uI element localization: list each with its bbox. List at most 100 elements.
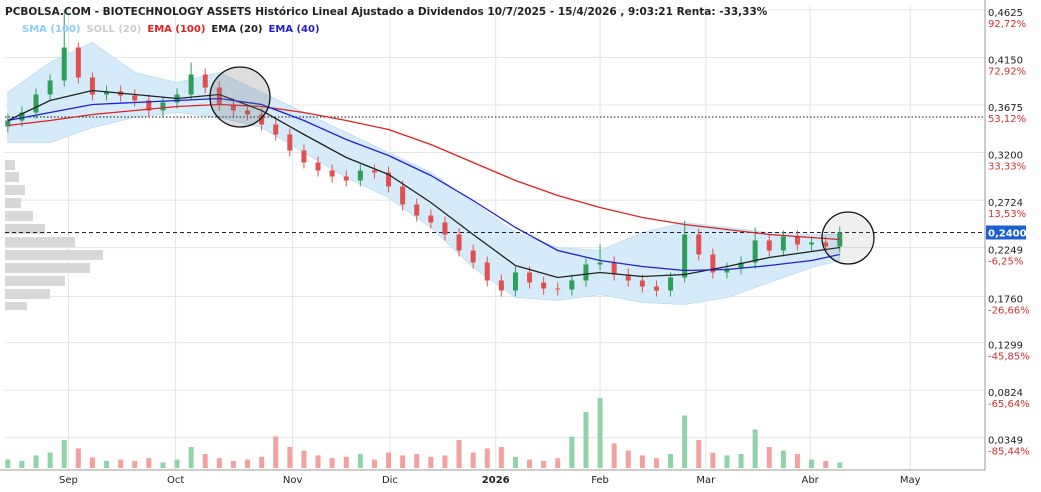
candle-body <box>682 234 688 278</box>
pct-label: -85,44% <box>988 447 1030 458</box>
candle-body <box>470 250 476 263</box>
pct-label: -45,85% <box>988 352 1030 363</box>
y-tick-label: 0,0349 <box>988 436 1023 447</box>
candle-body <box>357 170 363 181</box>
pct-label: 92,72% <box>988 19 1026 30</box>
volume-bar <box>386 452 392 468</box>
y-tick-label: 0,3675 <box>988 103 1023 114</box>
y-tick-label: 0,1299 <box>988 341 1023 352</box>
pct-label: 53,12% <box>988 114 1026 125</box>
volume-profile <box>5 160 103 310</box>
volume-bar <box>724 455 730 468</box>
volume-bar <box>668 454 674 468</box>
candle-body <box>315 162 321 171</box>
profile-bar <box>5 237 75 247</box>
profile-bar <box>5 289 50 299</box>
volume-bar <box>371 459 377 468</box>
x-tick-label: 2026 <box>482 475 510 486</box>
candle-body <box>230 104 236 111</box>
volume-bar <box>75 448 81 468</box>
volume-bar <box>33 455 39 468</box>
volume-bar <box>555 458 561 468</box>
candle-body <box>33 94 39 113</box>
volume-bar <box>569 436 575 468</box>
ema-line <box>7 89 840 279</box>
candle-body <box>512 272 518 291</box>
x-tick-label: Nov <box>283 475 303 486</box>
volume-bar <box>780 450 786 468</box>
volume-bar <box>428 456 434 468</box>
x-tick-label: Abr <box>801 475 819 486</box>
candle-body <box>428 215 434 223</box>
chart-title: PCBOLSA.COM - BIOTECHNOLOGY ASSETS Histó… <box>5 6 768 18</box>
candle-body <box>75 47 81 78</box>
pct-label: 72,92% <box>988 67 1026 78</box>
volume-bar <box>710 452 716 468</box>
candle-body <box>245 110 251 115</box>
legend-entry: SOLL (20) <box>86 24 141 35</box>
pct-label: -26,66% <box>988 306 1030 317</box>
volume-bar <box>89 457 95 468</box>
candle-body <box>780 236 786 251</box>
volume-bar <box>583 412 589 468</box>
candle-body <box>541 282 547 289</box>
volume-bar <box>259 456 265 468</box>
volume-bar <box>47 452 53 468</box>
highlight-circle <box>209 66 271 128</box>
profile-bar <box>5 172 19 182</box>
x-tick-label: May <box>900 475 921 486</box>
volume-bar <box>766 447 772 468</box>
current-price-label: 0,2400 <box>988 229 1027 240</box>
profile-bar <box>5 160 15 170</box>
pct-label: 33,33% <box>988 162 1026 173</box>
legend-entry: EMA (40) <box>268 24 319 35</box>
candle-body <box>583 264 589 281</box>
volume-bar <box>512 456 518 468</box>
highlight-circle <box>821 211 875 265</box>
volume-bar <box>498 447 504 468</box>
volume-bar <box>216 458 222 468</box>
candle-body <box>724 268 730 273</box>
y-tick-label: 0,3200 <box>988 151 1023 162</box>
volume-bar <box>752 429 758 468</box>
candle-body <box>104 91 110 95</box>
candle-body <box>5 120 11 127</box>
volume-bar <box>273 436 279 468</box>
candle-body <box>273 124 279 135</box>
profile-bar <box>5 276 65 286</box>
candle-body <box>202 74 208 88</box>
candle-body <box>809 242 815 245</box>
legend-entry: EMA (100) <box>147 24 205 35</box>
profile-bar <box>5 185 25 195</box>
candle-body <box>132 95 138 101</box>
volume-bar <box>794 454 800 468</box>
volume-bar <box>470 452 476 468</box>
candle-body <box>61 47 67 81</box>
x-tick-label: Dic <box>382 475 398 486</box>
candle-body <box>287 134 293 151</box>
candle-body <box>343 176 349 181</box>
x-tick-label: Sep <box>59 475 78 486</box>
volume-bar <box>5 459 11 468</box>
volume-bar <box>146 458 152 468</box>
volume-bar <box>442 455 448 468</box>
x-tick-label: Feb <box>591 475 609 486</box>
profile-bar <box>5 198 21 208</box>
profile-bar <box>5 263 90 273</box>
profile-bar <box>5 302 27 310</box>
candle-body <box>371 170 377 173</box>
candle-body <box>653 286 659 291</box>
candle-body <box>160 102 166 111</box>
candle-body <box>301 150 307 163</box>
y-tick-label: 0,1760 <box>988 295 1023 306</box>
volume-bar <box>414 454 420 468</box>
candle-body <box>456 234 462 251</box>
candle-body <box>89 77 95 95</box>
volume-bar <box>118 459 124 468</box>
volume-bar <box>639 455 645 468</box>
candle-body <box>710 254 716 273</box>
candle-body <box>639 280 645 287</box>
volume-bar <box>160 462 166 468</box>
